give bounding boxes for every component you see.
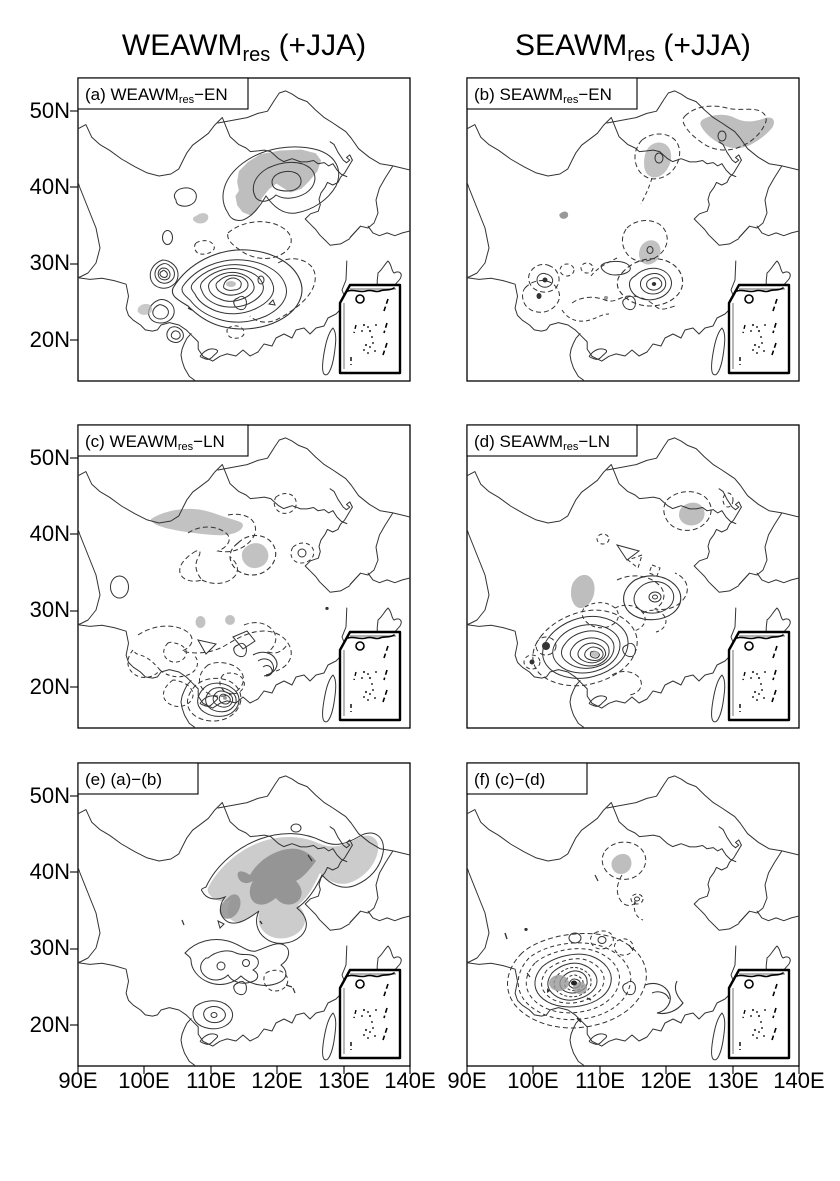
svg-text:(b) SEAWMres−EN: (b) SEAWMres−EN bbox=[474, 85, 612, 106]
svg-text:50N: 50N bbox=[30, 98, 70, 123]
svg-text:(e) (a)−(b): (e) (a)−(b) bbox=[85, 770, 162, 789]
svg-text:50N: 50N bbox=[30, 445, 70, 470]
svg-text:40N: 40N bbox=[30, 174, 70, 199]
svg-text:40N: 40N bbox=[30, 859, 70, 884]
svg-text:30N: 30N bbox=[30, 250, 70, 275]
svg-text:(f) (c)−(d): (f) (c)−(d) bbox=[474, 770, 545, 789]
svg-text:40N: 40N bbox=[30, 521, 70, 546]
svg-text:30N: 30N bbox=[30, 597, 70, 622]
svg-text:WEAWMres (+JJA): WEAWMres (+JJA) bbox=[122, 29, 366, 66]
svg-text:20N: 20N bbox=[30, 327, 70, 352]
svg-text:30N: 30N bbox=[30, 935, 70, 960]
svg-text:(c) WEAWMres−LN: (c) WEAWMres−LN bbox=[85, 432, 225, 453]
svg-text:50N: 50N bbox=[30, 783, 70, 808]
svg-text:(a) WEAWMres−EN: (a) WEAWMres−EN bbox=[85, 85, 228, 106]
svg-text:SEAWMres (+JJA): SEAWMres (+JJA) bbox=[515, 29, 751, 66]
svg-text:20N: 20N bbox=[30, 1012, 70, 1037]
svg-text:20N: 20N bbox=[30, 674, 70, 699]
svg-text:(d) SEAWMres−LN: (d) SEAWMres−LN bbox=[474, 432, 610, 453]
